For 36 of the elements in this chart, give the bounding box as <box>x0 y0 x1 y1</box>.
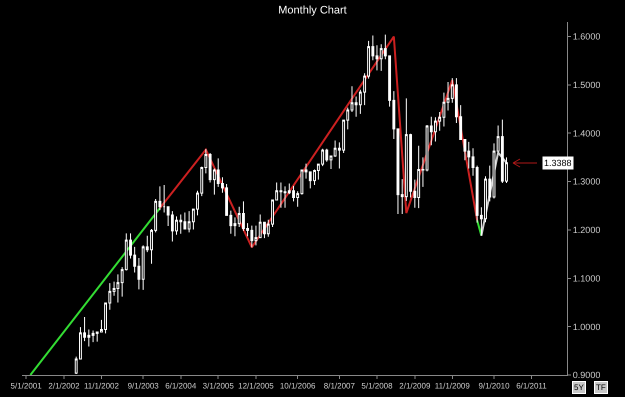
x-tick-label: 6/1/2011 <box>516 382 548 391</box>
y-tick-label: 0.9000 <box>572 370 600 380</box>
y-tick-label: 1.1000 <box>572 273 600 284</box>
candlestick <box>250 225 254 248</box>
y-tick-label: 1.6000 <box>572 32 600 42</box>
annotation: 1.3388 <box>544 158 572 168</box>
x-tick-label: 6/1/2004 <box>165 382 197 391</box>
y-tick-label: 1.0000 <box>572 322 600 332</box>
candlestick <box>279 182 282 208</box>
x-tick-label: 10/1/2006 <box>280 382 316 391</box>
x-tick-label: 11/1/2002 <box>84 382 120 391</box>
candlestick <box>284 186 286 208</box>
candlestick <box>179 214 182 234</box>
candlestick <box>500 119 504 184</box>
x-tick-label: 9/1/2010 <box>478 382 510 391</box>
candlestick <box>417 145 420 209</box>
y-tick-label: 1.3000 <box>572 176 600 187</box>
line-series <box>158 36 478 248</box>
x-tick-label: 5/1/2001 <box>10 382 42 391</box>
x-tick-label: 2/1/2002 <box>48 382 80 391</box>
candlestick <box>183 212 186 230</box>
x-tick-label: 9/1/2003 <box>128 382 160 391</box>
x-tick-label: 3/1/2005 <box>202 382 234 391</box>
text: TF <box>596 383 606 392</box>
text: 5Y <box>574 383 584 392</box>
x-tick-label: 12/1/2005 <box>238 382 274 391</box>
x-tick-label: 2/1/2009 <box>399 382 431 391</box>
candlestick <box>92 330 95 343</box>
y-tick-label: 1.4000 <box>572 128 600 138</box>
candlestick <box>188 210 191 233</box>
x-tick-label: 11/1/2009 <box>434 382 470 391</box>
y-tick-label: 1.5000 <box>572 80 600 90</box>
x-tick-label: 5/1/2008 <box>361 382 394 391</box>
x-tick-label: 8/1/2007 <box>324 382 356 391</box>
y-tick-label: 1.2000 <box>572 225 600 236</box>
chart-title: Monthly Chart <box>278 4 347 17</box>
